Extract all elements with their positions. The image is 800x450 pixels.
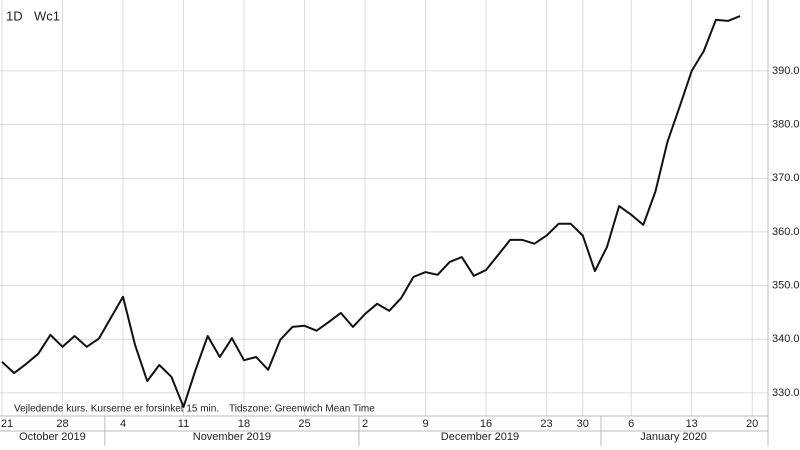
x-group-label: November 2019 (193, 431, 271, 443)
y-tick-label: 380.0 (772, 118, 800, 130)
x-tick-label: 13 (686, 418, 698, 430)
x-tick-label: 11 (178, 418, 189, 430)
x-tick-label: 28 (56, 418, 68, 430)
x-group-label: October 2019 (19, 431, 86, 443)
x-tick-label: 9 (422, 418, 428, 430)
x-tick-label: 30 (577, 418, 589, 430)
interval-label: 1D (6, 8, 23, 23)
x-tick-label: 21 (1, 418, 13, 430)
y-tick-label: 360.0 (772, 226, 800, 238)
x-tick-label: 2 (362, 418, 368, 430)
x-tick-label: 6 (628, 418, 634, 430)
y-tick-label: 370.0 (772, 172, 800, 184)
y-tick-label: 330.0 (772, 387, 800, 399)
x-tick-label: 20 (746, 418, 758, 430)
y-tick-label: 350.0 (772, 279, 800, 291)
y-tick-label: 390.0 (772, 65, 800, 77)
timezone-note: Tidszone: Greenwich Mean Time (229, 404, 375, 415)
symbol-label: Wc1 (34, 8, 60, 23)
y-tick-label: 340.0 (772, 333, 800, 345)
x-tick-label: 16 (480, 418, 492, 430)
x-tick-label: 18 (238, 418, 250, 430)
x-group-label: January 2020 (640, 431, 707, 443)
x-tick-label: 23 (540, 418, 552, 430)
x-group-label: December 2019 (441, 431, 519, 443)
x-tick-label: 4 (120, 418, 126, 430)
price-line (1, 15, 741, 408)
x-tick-label: 25 (298, 418, 310, 430)
disclaimer: Vejledende kurs. Kurserne er forsinket 1… (14, 404, 219, 415)
